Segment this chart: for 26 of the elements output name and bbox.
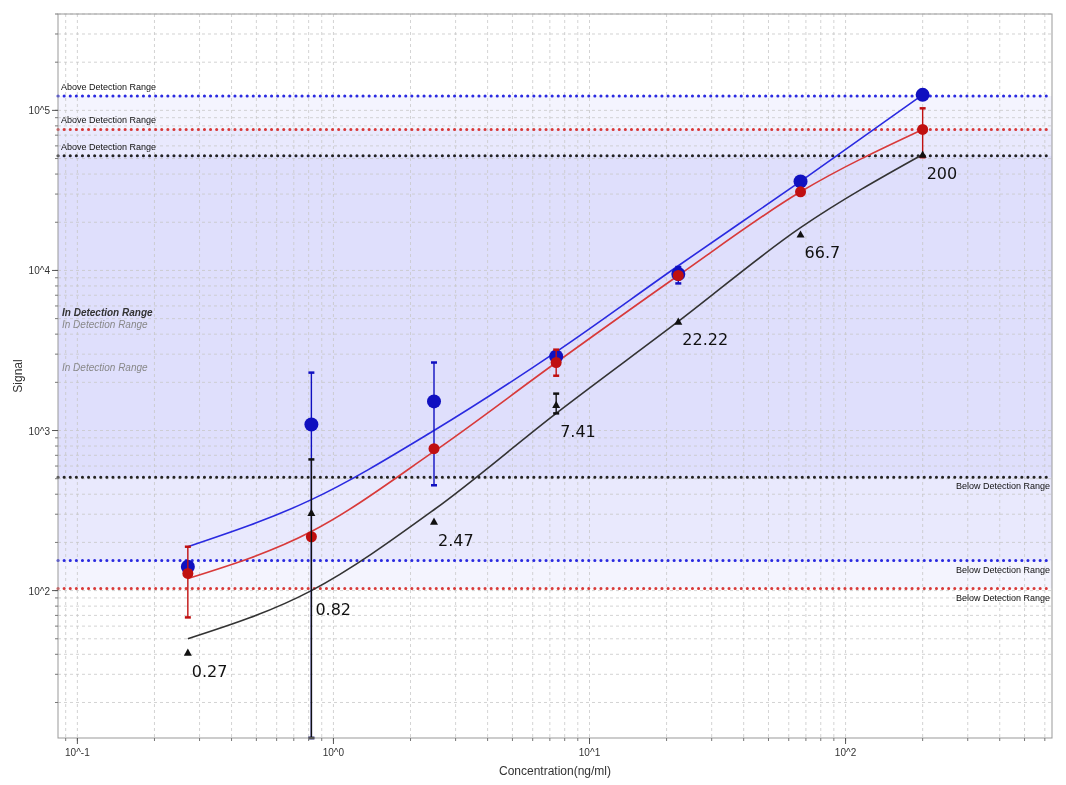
y-tick-label: 10^4 xyxy=(28,265,51,277)
annotation: 0.82 xyxy=(315,599,352,619)
annotation: 66.7 xyxy=(804,243,841,263)
y-tick-label: 10^3 xyxy=(28,425,51,437)
y-tick-label: 10^5 xyxy=(28,105,51,117)
ref-line-label: Above Detection Range xyxy=(61,81,157,92)
ref-line-label: Below Detection Range xyxy=(955,481,1050,492)
annotation: 0.27 xyxy=(191,661,228,681)
annotation: 22.22 xyxy=(682,330,729,350)
x-tick-label: 10^-1 xyxy=(65,747,91,758)
ref-line-label: Below Detection Range xyxy=(955,592,1050,603)
band-label: In Detection Range xyxy=(62,306,153,318)
annotation: 2.47 xyxy=(438,530,474,550)
x-tick-label: 10^0 xyxy=(322,747,345,758)
x-tick-label: 10^1 xyxy=(578,747,601,758)
ref-line-label: Above Detection Range xyxy=(61,115,157,126)
y-axis-title: Signal xyxy=(11,359,25,393)
annotation: 200 xyxy=(926,163,958,183)
band-label: In Detection Range xyxy=(62,318,149,330)
band-label: In Detection Range xyxy=(62,361,149,373)
x-axis-title: Concentration(ng/ml) xyxy=(498,764,612,778)
x-tick-label: 10^2 xyxy=(834,747,857,758)
annotation: 7.41 xyxy=(560,422,596,442)
ref-line-label: Below Detection Range xyxy=(955,564,1050,575)
y-tick-label: 10^2 xyxy=(28,585,51,597)
ref-line-label: Above Detection Range xyxy=(61,141,157,152)
